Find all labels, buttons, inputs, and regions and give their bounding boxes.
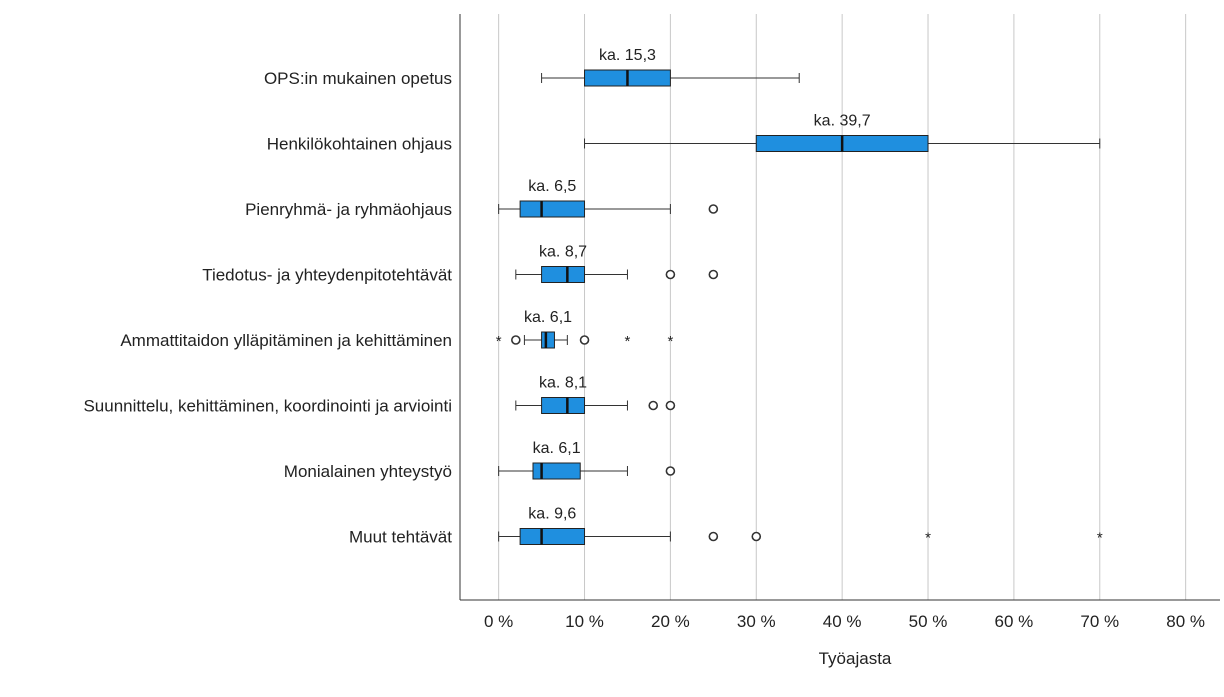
extreme-point: * (625, 333, 631, 350)
x-tick-label: 30 % (737, 612, 776, 631)
boxplots: ka. 15,3 ka. 39,7 ka. 6,5 ka. 8,7 * * * ka. 6,1… (496, 47, 1103, 547)
outlier-point (648, 400, 659, 411)
box (519, 528, 586, 545)
outlier-point (708, 204, 719, 214)
mean-label: ka. 8,1 (539, 375, 587, 392)
gridlines (498, 14, 1187, 600)
x-tick-label: 70 % (1080, 612, 1119, 631)
box (541, 266, 586, 283)
x-tick-label: 50 % (909, 612, 948, 631)
axes (459, 14, 1220, 601)
box (541, 331, 555, 349)
outlier-point (665, 269, 676, 280)
mean-label: ka. 6,1 (533, 440, 581, 457)
category-label: Monialainen yhteystyö (284, 462, 452, 481)
x-tick-labels: 0 % 10 % 20 % 30 % 40 % 50 % 60 % 70 % 80 % (484, 612, 1205, 631)
outlier-point (708, 531, 719, 542)
x-tick-label: 80 % (1166, 612, 1205, 631)
x-tick-label: 40 % (823, 612, 862, 631)
category-label: Tiedotus- ja yhteydenpitotehtävät (202, 266, 452, 285)
category-label: Pienryhmä- ja ryhmäohjaus (245, 200, 452, 219)
x-tick-label: 20 % (651, 612, 690, 631)
mean-label: ka. 15,3 (599, 47, 656, 64)
mean-label: ka. 8,7 (539, 244, 587, 261)
extreme-point: * (496, 333, 502, 350)
outlier-point (665, 400, 676, 411)
x-axis-title: Työajasta (819, 649, 892, 668)
outlier-point (751, 531, 762, 542)
outlier-point (579, 335, 590, 345)
box (541, 397, 586, 414)
box (519, 200, 586, 218)
category-label: OPS:in mukainen opetus (264, 69, 452, 88)
extreme-point: * (925, 530, 931, 547)
outlier-point (665, 466, 676, 476)
extreme-point: * (1097, 530, 1103, 547)
extreme-point: * (667, 333, 673, 350)
box (532, 462, 581, 480)
mean-label: ka. 6,1 (524, 309, 572, 326)
mean-label: ka. 39,7 (814, 113, 871, 130)
outlier-point (708, 269, 719, 280)
category-label: Suunnittelu, kehittäminen, koordinointi … (83, 397, 452, 416)
mean-label: ka. 6,5 (528, 178, 576, 195)
x-tick-label: 60 % (995, 612, 1034, 631)
mean-label: ka. 9,6 (528, 506, 576, 523)
category-label: Muut tehtävät (349, 528, 452, 547)
x-tick-label: 0 % (484, 612, 513, 631)
outlier-point (511, 335, 521, 345)
category-label: Ammattitaidon ylläpitäminen ja kehittämi… (120, 331, 452, 350)
x-tick-label: 10 % (565, 612, 604, 631)
category-labels: OPS:in mukainen opetus Henkilökohtainen o… (83, 69, 452, 547)
category-label: Henkilökohtainen ohjaus (267, 135, 452, 154)
